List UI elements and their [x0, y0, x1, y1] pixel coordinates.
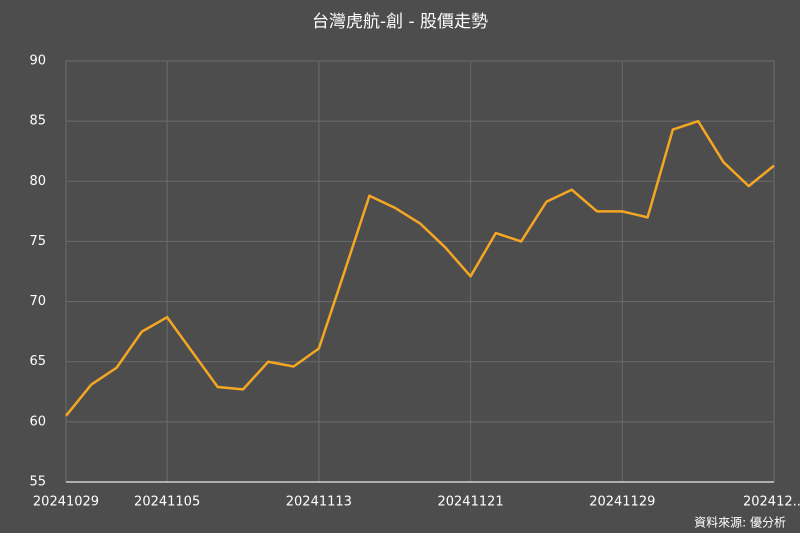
- y-tick-label: 70: [29, 294, 46, 309]
- x-tick-label: 202412...: [743, 495, 800, 510]
- x-tick-label: 20241129: [589, 495, 655, 510]
- y-tick-label: 80: [29, 174, 46, 189]
- y-tick-label: 60: [29, 414, 46, 429]
- x-tick-label: 20241113: [286, 495, 352, 510]
- x-tick-label: 20241029: [33, 495, 99, 510]
- price-line: [65, 119, 775, 417]
- y-tick-label: 85: [29, 114, 46, 129]
- x-tick-label: 20241105: [134, 495, 200, 510]
- y-tick-label: 75: [29, 234, 46, 249]
- chart-title: 台灣虎航-創 - 股價走勢: [312, 12, 488, 32]
- source-note: 資料來源: 優分析: [694, 516, 786, 530]
- x-tick-label: 20241121: [437, 495, 503, 510]
- y-tick-label: 55: [29, 475, 46, 490]
- y-tick-label: 65: [29, 354, 46, 369]
- y-tick-label: 90: [29, 54, 46, 69]
